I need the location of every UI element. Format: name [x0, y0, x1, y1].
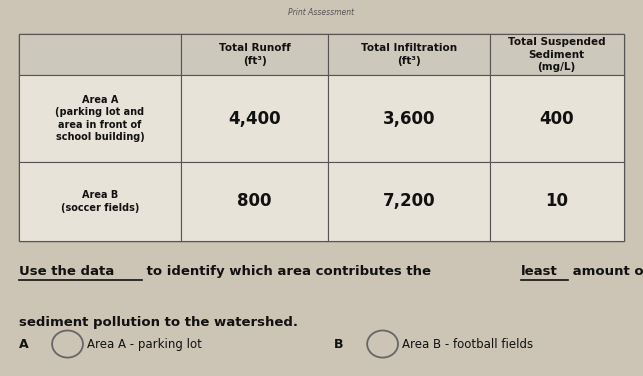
- Text: Area A - parking lot: Area A - parking lot: [87, 338, 202, 350]
- Text: A: A: [19, 338, 29, 350]
- Text: least: least: [521, 265, 558, 278]
- Text: B: B: [334, 338, 344, 350]
- Text: Use the data: Use the data: [19, 265, 114, 278]
- Text: 800: 800: [237, 193, 272, 210]
- Text: Total Runoff
(ft³): Total Runoff (ft³): [219, 43, 291, 66]
- Text: Area A
(parking lot and
area in front of
school building): Area A (parking lot and area in front of…: [55, 95, 145, 142]
- Text: Print Assessment: Print Assessment: [289, 8, 354, 17]
- Text: 400: 400: [539, 110, 574, 127]
- Text: 7,200: 7,200: [383, 193, 435, 210]
- Text: Total Infiltration
(ft³): Total Infiltration (ft³): [361, 43, 457, 66]
- Text: Total Suspended
Sediment
(mg/L): Total Suspended Sediment (mg/L): [508, 37, 606, 72]
- Text: Area B - football fields: Area B - football fields: [402, 338, 533, 350]
- Text: 4,400: 4,400: [228, 110, 281, 127]
- Text: to identify which area contributes the: to identify which area contributes the: [142, 265, 436, 278]
- Text: 3,600: 3,600: [383, 110, 435, 127]
- Text: amount of: amount of: [568, 265, 643, 278]
- Text: sediment pollution to the watershed.: sediment pollution to the watershed.: [19, 316, 298, 329]
- Text: 10: 10: [545, 193, 568, 210]
- Text: Area B
(soccer fields): Area B (soccer fields): [61, 190, 139, 212]
